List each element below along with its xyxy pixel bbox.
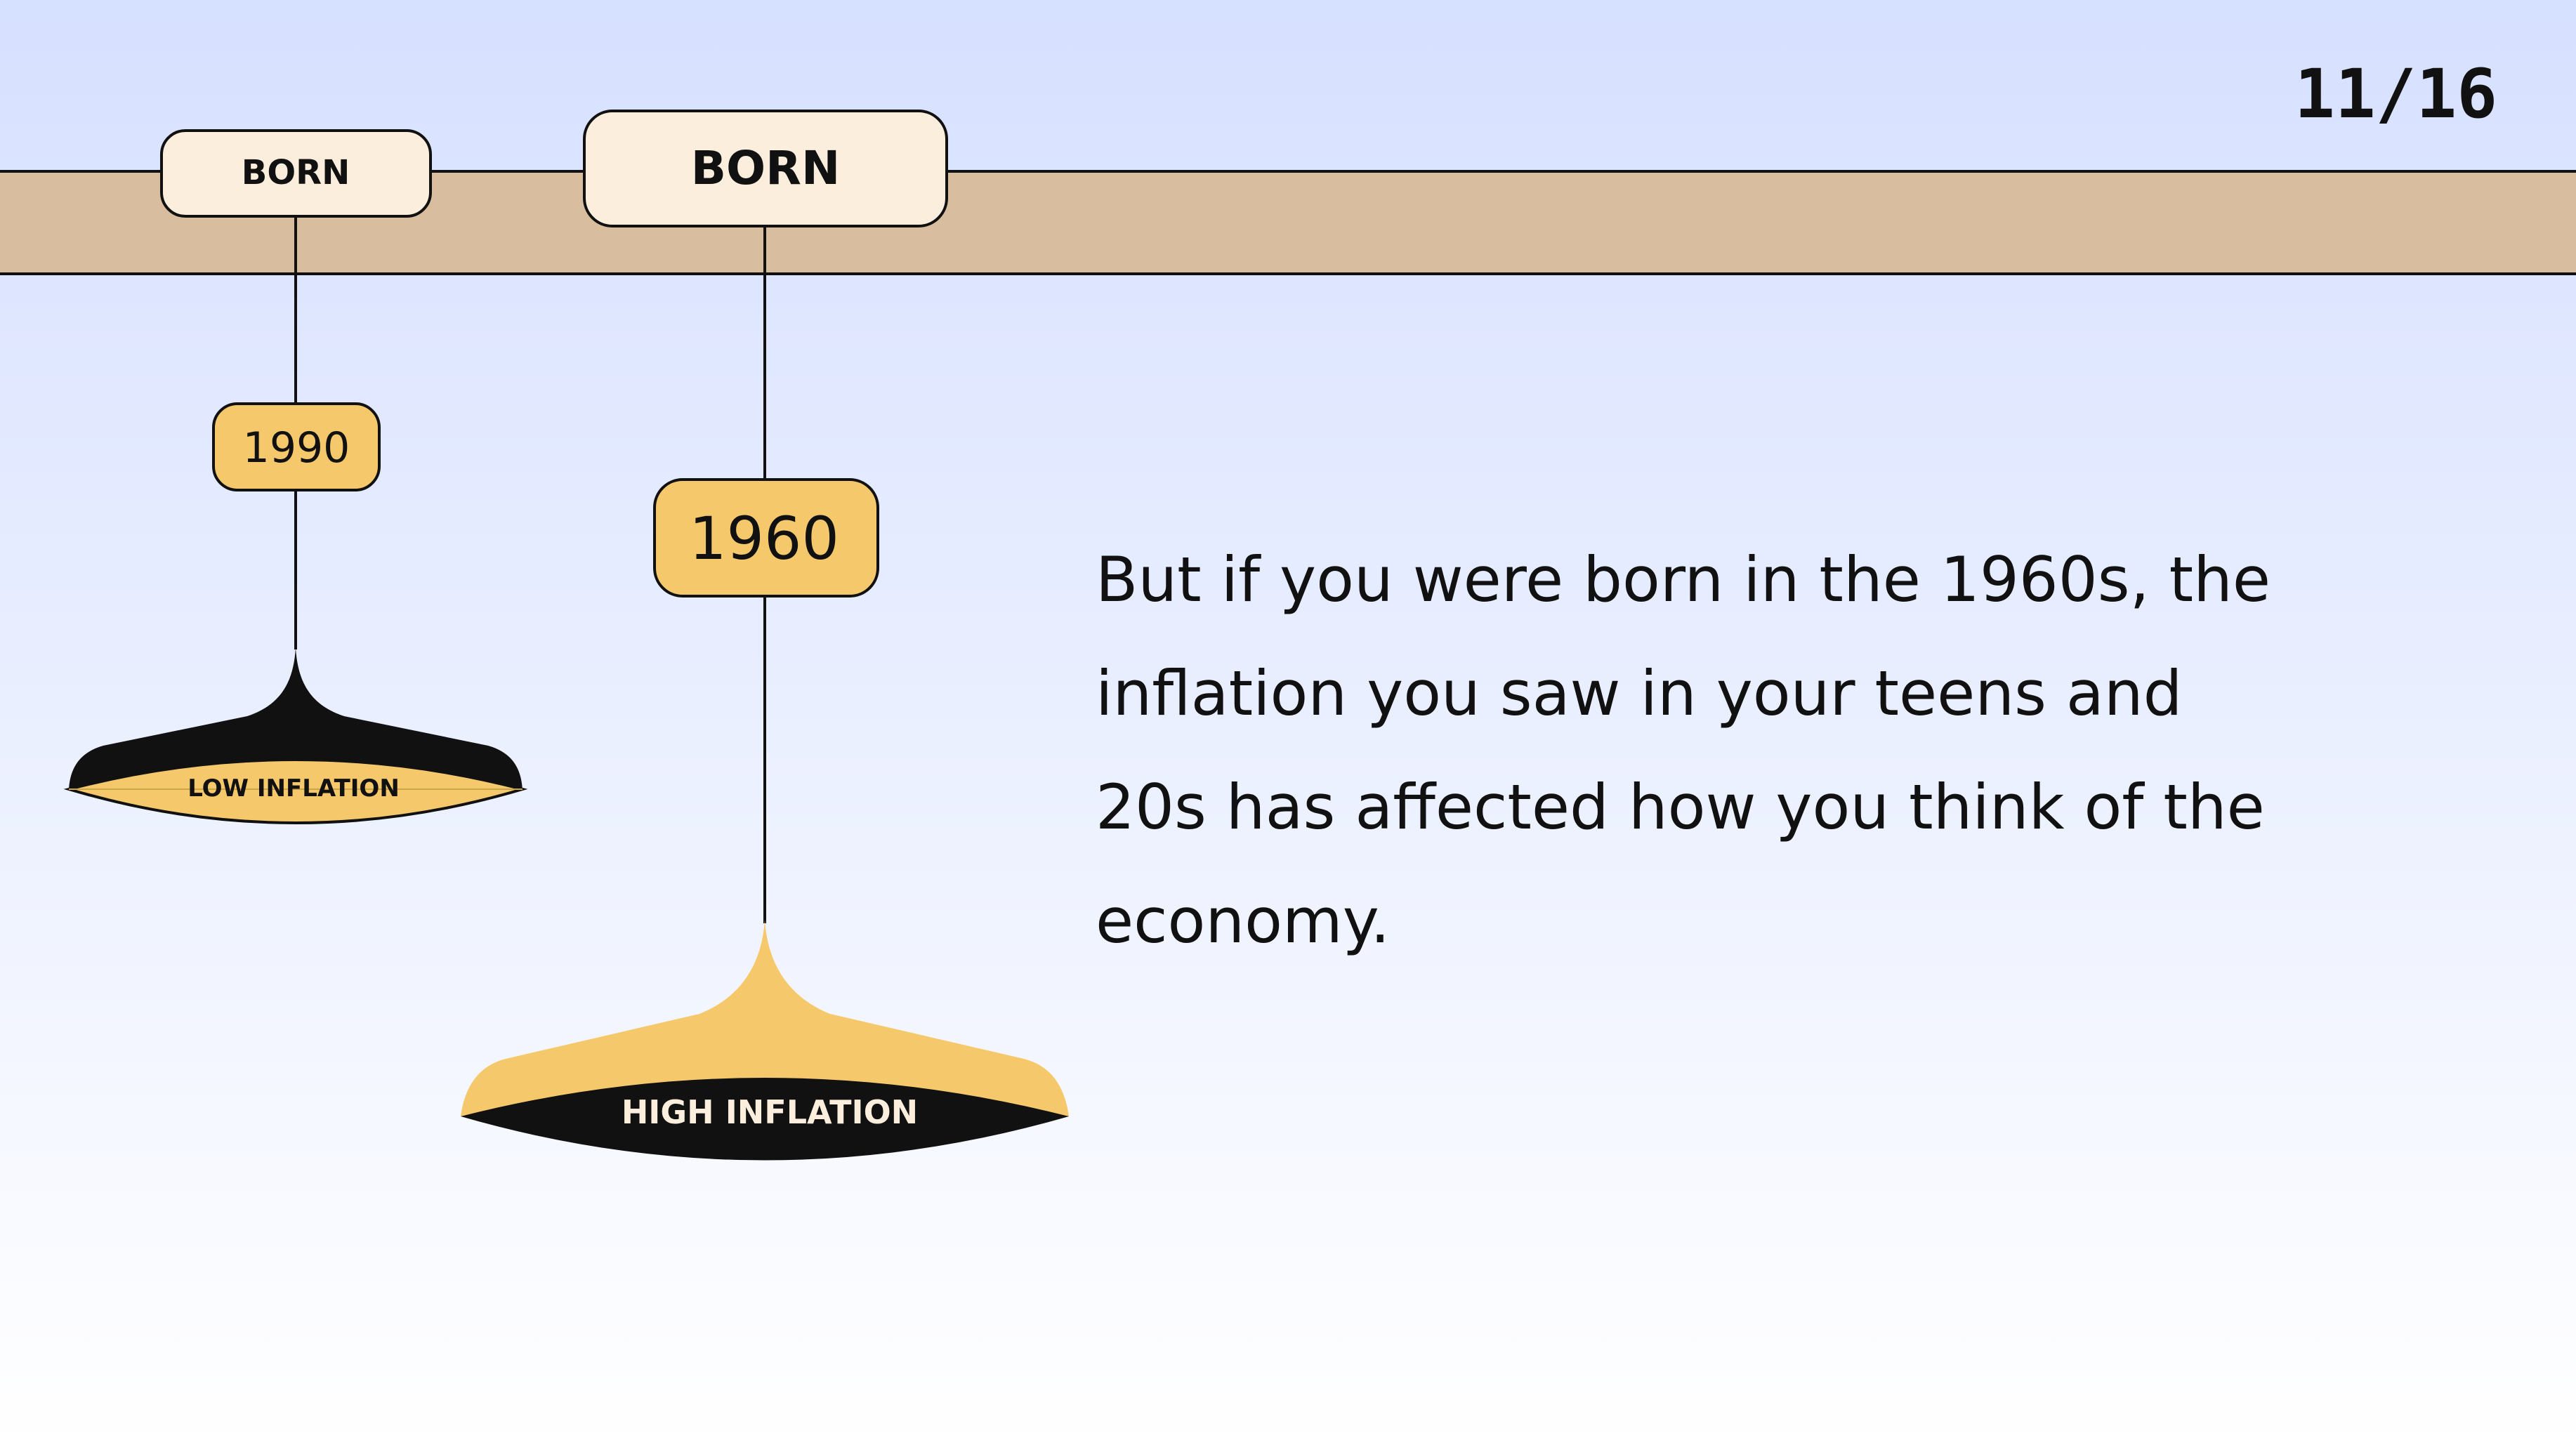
body-text-line: 20s has affected how you think of the (1096, 771, 2265, 843)
lamp-1990-inflation-label: LOW INFLATION (188, 774, 400, 803)
lamp-1990-year-tag (212, 402, 381, 491)
lamp-1990-born-tag (160, 129, 432, 218)
body-text-line: inflation you saw in your teens and (1096, 657, 2183, 730)
lamp-1990-shade (69, 647, 523, 789)
page-number: 11/16 (2294, 55, 2497, 133)
lamp-1960-year-tag (653, 478, 879, 598)
lamp-1960-born-label: BORN (691, 141, 840, 195)
lamp-1960-inflation-label: HIGH INFLATION (622, 1093, 918, 1131)
lamp-1960-group: BORN 1960 HIGH INFLATION (461, 110, 1069, 1161)
lamp-1960-year: 1960 (689, 504, 839, 573)
body-text-line: economy. (1096, 885, 1391, 957)
lamp-1990-year: 1990 (243, 423, 350, 473)
body-text-line: But if you were born in the 1960s, the (1096, 543, 2271, 616)
lamp-1990-group: BORN 1990 LOW INFLATION (63, 129, 528, 824)
body-text: But if you were born in the 1960s, the i… (1096, 523, 2332, 978)
lamp-1960-shade-underside (461, 1078, 1069, 1161)
lamp-1960-shade (461, 920, 1069, 1116)
lamp-1990-born-label: BORN (242, 153, 350, 192)
lamp-1960-born-tag (583, 110, 948, 227)
